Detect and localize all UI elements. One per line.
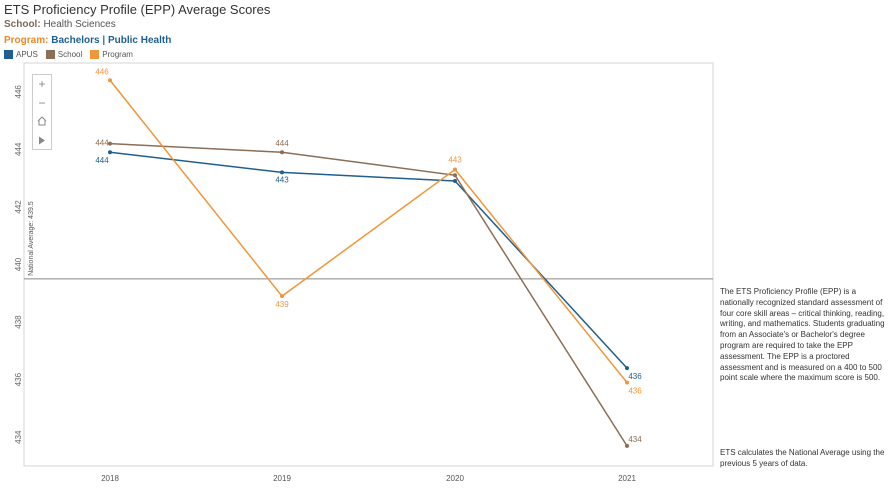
- data-point-school: [280, 150, 284, 155]
- national-average-note: ETS calculates the National Average usin…: [720, 448, 885, 468]
- chart-legend: APUS School Program: [4, 50, 133, 59]
- data-point-apus: [625, 366, 629, 371]
- y-tick-label: 436: [14, 372, 23, 386]
- y-tick-label: 442: [14, 200, 23, 214]
- y-tick-label: 438: [14, 315, 23, 329]
- data-point-program: [453, 167, 457, 172]
- minus-icon[interactable]: −: [38, 96, 46, 110]
- epp-description: The ETS Proficiency Profile (EPP) is a n…: [720, 287, 885, 383]
- x-tick-label: 2019: [273, 474, 291, 483]
- y-tick-label: 440: [14, 257, 23, 271]
- series-line-apus: [109, 151, 628, 369]
- school-value: Health Sciences: [43, 19, 116, 30]
- data-label-apus: 444: [95, 156, 109, 165]
- program-level: Bachelors: [51, 35, 100, 46]
- legend-label-apus: APUS: [16, 50, 38, 59]
- y-tick-label: 446: [14, 85, 23, 99]
- data-label-school: 444: [275, 139, 289, 148]
- national-average-label: National Average: 439.5: [28, 201, 35, 276]
- data-label-program: 446: [95, 67, 109, 76]
- data-point-program: [625, 380, 629, 385]
- data-point-apus: [108, 150, 112, 155]
- plus-icon[interactable]: +: [38, 77, 46, 91]
- data-point-apus: [453, 179, 457, 184]
- plot-area: [23, 62, 714, 467]
- legend-label-program: Program: [102, 50, 133, 59]
- data-label-apus: 443: [275, 175, 289, 184]
- program-filter: Program: Bachelors | Public Health: [4, 35, 171, 46]
- data-label-program: 436: [628, 387, 642, 396]
- y-tick-label: 434: [14, 430, 23, 444]
- legend-swatch-program: [90, 50, 100, 59]
- y-tick-label: 444: [14, 142, 23, 156]
- legend-item-school[interactable]: School: [45, 50, 83, 59]
- program-name: Public Health: [107, 35, 172, 46]
- legend-item-program[interactable]: Program: [90, 50, 133, 59]
- data-point-program: [280, 294, 284, 299]
- x-tick-label: 2018: [101, 474, 119, 483]
- legend-swatch-apus: [4, 50, 13, 59]
- data-point-school: [108, 141, 112, 146]
- series-line-program: [109, 79, 628, 383]
- legend-swatch-school: [45, 50, 55, 59]
- program-separator: |: [102, 35, 106, 46]
- program-label: Program:: [4, 35, 49, 46]
- data-label-program: 439: [275, 300, 289, 309]
- data-point-program: [108, 78, 112, 83]
- legend-label-school: School: [57, 50, 83, 59]
- data-label-school: 434: [628, 435, 642, 444]
- data-label-apus: 436: [628, 372, 642, 381]
- page-title: ETS Proficiency Profile (EPP) Average Sc…: [4, 2, 271, 17]
- data-point-apus: [280, 170, 284, 175]
- data-label-program: 443: [448, 156, 462, 165]
- home-icon[interactable]: [33, 113, 51, 132]
- data-point-school: [453, 173, 457, 178]
- play-icon[interactable]: [33, 132, 51, 151]
- x-tick-label: 2021: [618, 474, 636, 483]
- chart-toolbar: + −: [32, 74, 52, 150]
- data-label-school: 444: [95, 139, 109, 148]
- series-line-school: [109, 142, 628, 447]
- x-tick-label: 2020: [446, 474, 464, 483]
- school-filter: School: Health Sciences: [4, 19, 116, 30]
- legend-item-apus[interactable]: APUS: [4, 50, 38, 59]
- school-label: School:: [4, 19, 41, 30]
- data-point-school: [625, 443, 629, 448]
